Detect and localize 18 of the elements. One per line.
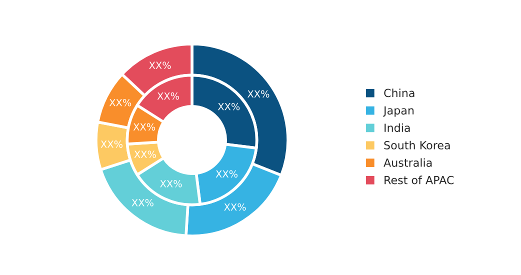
legend-label: India bbox=[384, 123, 410, 132]
data-label: XX% bbox=[149, 62, 171, 70]
legend-label: South Korea bbox=[384, 140, 450, 150]
data-label: XX% bbox=[157, 92, 180, 100]
legend-label: China bbox=[384, 88, 414, 98]
data-label: XX% bbox=[248, 90, 270, 98]
legend-label: Japan bbox=[382, 106, 414, 117]
data-label: XX% bbox=[224, 203, 246, 211]
data-label: XX% bbox=[100, 140, 122, 148]
data-label: XX% bbox=[216, 170, 238, 178]
data-label: XX% bbox=[109, 98, 132, 106]
data-label: XX% bbox=[160, 180, 182, 188]
data-label: XX% bbox=[218, 102, 240, 110]
data-label: XX% bbox=[132, 198, 154, 206]
data-label: XX% bbox=[133, 123, 156, 131]
legend-label: Australia bbox=[384, 158, 432, 167]
data-label: XX% bbox=[134, 150, 156, 158]
legend-label: Rest of APAC bbox=[384, 176, 454, 184]
